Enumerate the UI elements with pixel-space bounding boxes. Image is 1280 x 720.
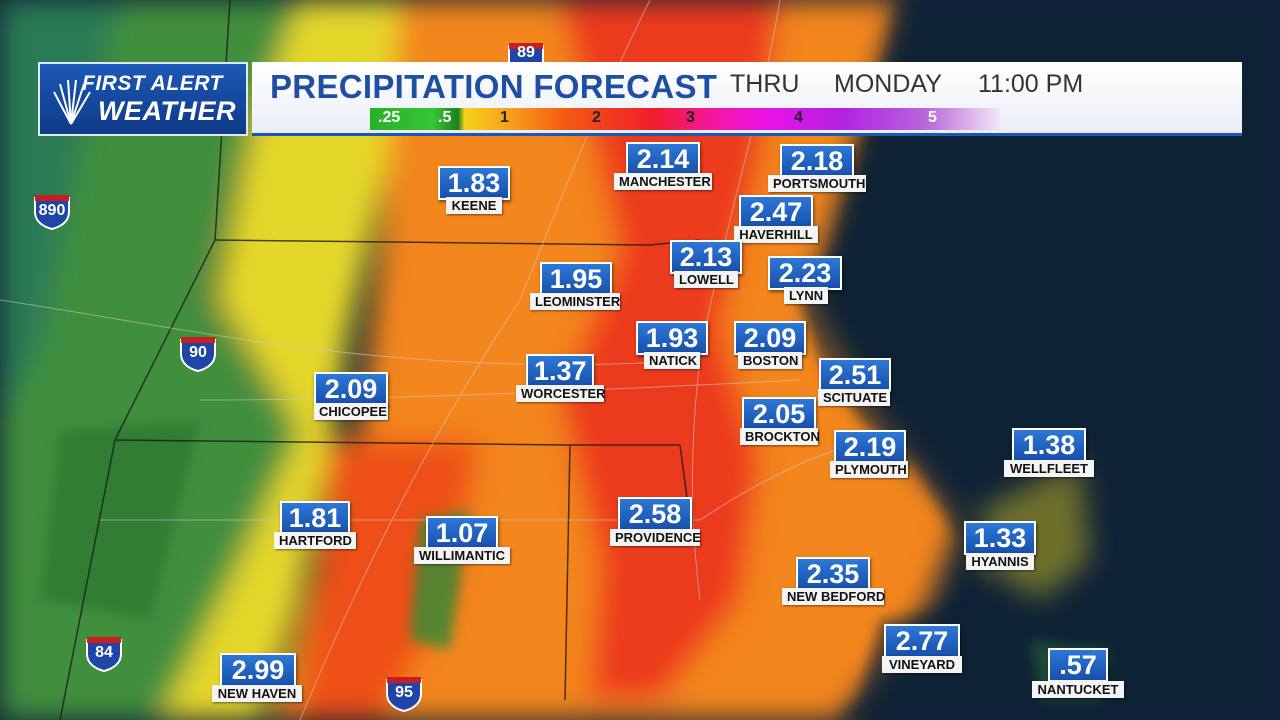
precip-value: 1.81 bbox=[280, 501, 350, 535]
city-label: PLYMOUTH bbox=[830, 461, 908, 478]
city-label: KEENE bbox=[446, 197, 502, 214]
precip-value: 2.23 bbox=[768, 256, 842, 290]
city-label: NANTUCKET bbox=[1032, 681, 1124, 698]
precip-value: 2.14 bbox=[626, 142, 700, 176]
city-label: BOSTON bbox=[738, 352, 802, 369]
forecast-time: 11:00 PM bbox=[978, 70, 1084, 98]
city-label: MANCHESTER bbox=[614, 173, 712, 190]
logo-line-first-alert: FIRST ALERT bbox=[82, 72, 223, 95]
precip-value: 1.83 bbox=[438, 166, 510, 200]
precip-value: 2.99 bbox=[220, 653, 296, 687]
city-label: VINEYARD bbox=[882, 656, 962, 673]
city-label: HARTFORD bbox=[274, 532, 356, 549]
scale-label: 5 bbox=[928, 109, 937, 126]
precip-value: 1.95 bbox=[540, 262, 612, 296]
peacock-icon bbox=[53, 79, 91, 125]
precip-value: 1.93 bbox=[636, 321, 708, 355]
precip-value: 2.09 bbox=[314, 372, 388, 406]
city-label: WORCESTER bbox=[516, 385, 606, 402]
highway-number: 84 bbox=[95, 644, 113, 661]
highway-number: 95 bbox=[395, 684, 413, 701]
scale-label: .25 bbox=[378, 109, 401, 126]
precip-value: 2.05 bbox=[742, 397, 816, 431]
precip-value: 2.13 bbox=[670, 240, 742, 274]
thru-label: THRU bbox=[730, 70, 800, 98]
city-label: WELLFLEET bbox=[1004, 460, 1094, 477]
scale-label: 2 bbox=[592, 109, 601, 126]
precip-value: 2.47 bbox=[739, 195, 813, 229]
interstate-shield-icon: 890 bbox=[32, 192, 72, 231]
city-label: NEW BEDFORD bbox=[782, 588, 885, 605]
city-label: LYNN bbox=[784, 287, 828, 304]
city-label: CHICOPEE bbox=[314, 403, 388, 420]
interstate-shield-icon: 89 bbox=[506, 40, 546, 62]
header-bar: PRECIPITATION FORECAST THRU MONDAY 11:00… bbox=[252, 62, 1242, 136]
city-label: LEOMINSTER bbox=[530, 293, 620, 310]
highway-number: 89 bbox=[517, 44, 535, 61]
precip-value: 2.09 bbox=[734, 321, 806, 355]
forecast-day: MONDAY bbox=[834, 70, 942, 98]
precip-value: 2.35 bbox=[796, 557, 870, 591]
highway-number: 90 bbox=[189, 344, 207, 361]
city-label: PORTSMOUTH bbox=[768, 175, 866, 192]
precip-value: 2.51 bbox=[819, 358, 891, 392]
precip-value: 1.38 bbox=[1012, 428, 1086, 462]
precip-value: 1.07 bbox=[426, 516, 498, 550]
precip-value: 2.18 bbox=[780, 144, 854, 178]
forecast-title: PRECIPITATION FORECAST bbox=[270, 68, 718, 105]
precip-value: 2.19 bbox=[834, 430, 906, 464]
city-label: WILLIMANTIC bbox=[414, 547, 510, 564]
logo-line-weather: WEATHER bbox=[98, 96, 236, 126]
station-logo: FIRST ALERT WEATHER bbox=[38, 62, 248, 136]
scale-label: 4 bbox=[794, 109, 803, 126]
scale-label: .5 bbox=[438, 109, 452, 126]
highway-number: 890 bbox=[38, 202, 66, 219]
city-label: SCITUATE bbox=[818, 389, 890, 406]
precip-value: 2.77 bbox=[884, 624, 960, 658]
city-label: HAVERHILL bbox=[734, 226, 818, 243]
city-label: LOWELL bbox=[674, 271, 738, 288]
scale-label: 1 bbox=[500, 109, 509, 126]
precip-value: .57 bbox=[1048, 648, 1108, 682]
interstate-shield-icon: 95 bbox=[384, 674, 424, 713]
precip-value: 1.33 bbox=[964, 521, 1036, 555]
precip-value: 1.37 bbox=[526, 354, 594, 388]
precip-value: 2.58 bbox=[618, 497, 692, 531]
city-label: HYANNIS bbox=[966, 553, 1034, 570]
city-label: NEW HAVEN bbox=[212, 685, 302, 702]
city-label: BROCKTON bbox=[740, 428, 820, 445]
interstate-shield-icon: 84 bbox=[84, 634, 124, 673]
interstate-shield-icon: 90 bbox=[178, 334, 218, 373]
city-label: NATICK bbox=[644, 352, 700, 369]
precipitation-color-scale: .25 .5 1 2 3 4 5 bbox=[370, 108, 1000, 130]
city-label: PROVIDENCE bbox=[610, 529, 701, 546]
scale-label: 3 bbox=[686, 109, 695, 126]
